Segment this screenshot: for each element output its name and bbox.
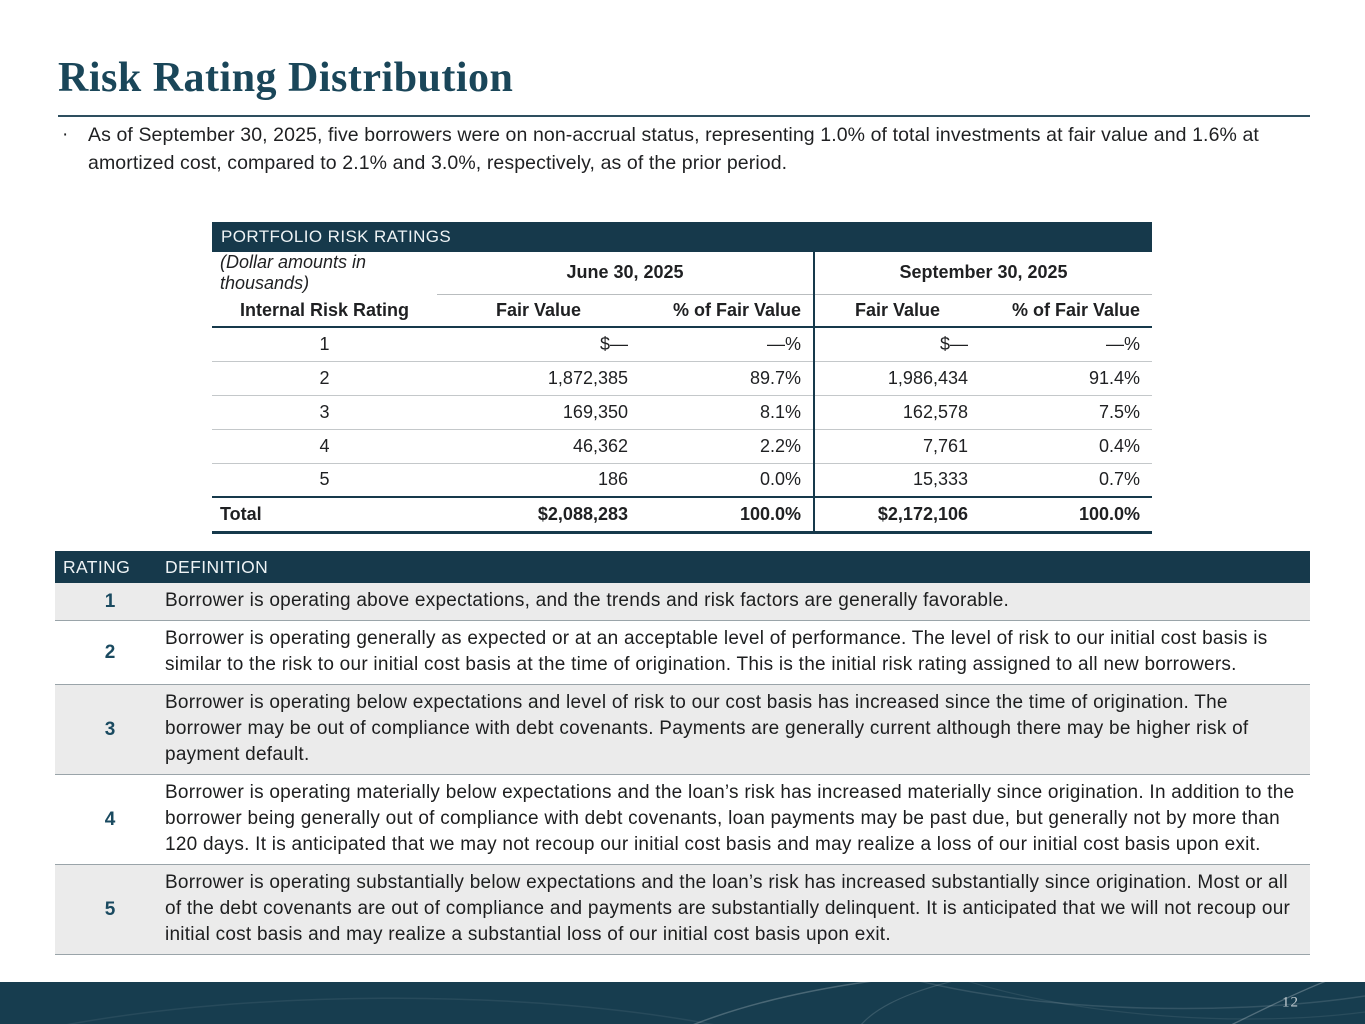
total-sep-pct: 100.0%	[980, 496, 1153, 534]
slide-footer: 12	[0, 982, 1365, 1024]
rating-cell: 4	[212, 429, 437, 464]
page-number: 12	[1282, 994, 1299, 1011]
june-pct-cell: —%	[640, 327, 814, 362]
sep-pct-cell: 0.4%	[980, 429, 1153, 464]
sep-pct-cell: —%	[980, 327, 1153, 362]
risk-table-row-1: 1 $— —% $— —%	[212, 327, 1153, 362]
period-september-header: September 30, 2025	[812, 252, 1153, 295]
sep-pct-cell: 0.7%	[980, 463, 1153, 498]
bullet-text: As of September 30, 2025, five borrowers…	[88, 124, 1259, 174]
june-pct-cell: 2.2%	[640, 429, 814, 464]
bullet-paragraph: · As of September 30, 2025, five borrowe…	[60, 121, 1275, 177]
definition-text: Borrower is operating substantially belo…	[165, 864, 1310, 955]
col-june-fair-value: Fair Value	[437, 294, 640, 328]
definition-row-1: 1 Borrower is operating above expectatio…	[55, 583, 1310, 621]
definition-row-2: 2 Borrower is operating generally as exp…	[55, 620, 1310, 685]
total-june-fair-value: $2,088,283	[437, 496, 640, 534]
rating-cell: 2	[212, 361, 437, 396]
june-fair-value-cell: 1,872,385	[437, 361, 640, 396]
risk-table-row-4: 4 46,362 2.2% 7,761 0.4%	[212, 429, 1153, 464]
sep-fair-value-cell: 15,333	[813, 463, 980, 498]
total-label: Total	[212, 496, 437, 534]
risk-table-title: PORTFOLIO RISK RATINGS	[212, 222, 1152, 252]
footer-arc-decoration	[66, 982, 1365, 1024]
sep-fair-value-cell: 162,578	[813, 395, 980, 430]
dollar-amounts-note: (Dollar amounts in thousands)	[220, 252, 367, 293]
definition-row-3: 3 Borrower is operating below expectatio…	[55, 684, 1310, 775]
total-june-pct: 100.0%	[640, 496, 814, 534]
definition-text: Borrower is operating materially below e…	[165, 774, 1310, 865]
portfolio-risk-ratings-table: PORTFOLIO RISK RATINGS (Dollar amounts i…	[212, 222, 1153, 534]
definition-rating: 3	[55, 684, 165, 775]
june-pct-cell: 89.7%	[640, 361, 814, 396]
risk-table-row-2: 2 1,872,385 89.7% 1,986,434 91.4%	[212, 361, 1153, 396]
definition-text: Borrower is operating below expectations…	[165, 684, 1310, 775]
title-divider	[58, 115, 1310, 117]
risk-table-period-row: (Dollar amounts in thousands) June 30, 2…	[212, 252, 1153, 295]
period-june-header: June 30, 2025	[437, 252, 814, 295]
rating-cell: 5	[212, 463, 437, 498]
june-pct-cell: 0.0%	[640, 463, 814, 498]
risk-table-row-5: 5 186 0.0% 15,333 0.7%	[212, 463, 1153, 498]
definitions-table: 1 Borrower is operating above expectatio…	[55, 583, 1310, 955]
sep-fair-value-cell: 1,986,434	[813, 361, 980, 396]
june-fair-value-cell: 169,350	[437, 395, 640, 430]
risk-table-total-row: Total $2,088,283 100.0% $2,172,106 100.0…	[212, 496, 1153, 534]
sep-fair-value-cell: $—	[813, 327, 980, 362]
risk-table-column-headers: Internal Risk Rating Fair Value % of Fai…	[212, 294, 1153, 328]
definition-text: Borrower is operating generally as expec…	[165, 620, 1310, 685]
rating-cell: 3	[212, 395, 437, 430]
definition-rating: 2	[55, 620, 165, 685]
definition-text: Borrower is operating above expectations…	[165, 583, 1310, 621]
june-fair-value-cell: $—	[437, 327, 640, 362]
june-fair-value-cell: 46,362	[437, 429, 640, 464]
rating-definitions-table: RATING DEFINITION 1 Borrower is operatin…	[55, 551, 1310, 955]
col-june-pct-fair-value: % of Fair Value	[640, 294, 814, 328]
june-fair-value-cell: 186	[437, 463, 640, 498]
definition-row-5: 5 Borrower is operating substantially be…	[55, 864, 1310, 955]
sep-pct-cell: 7.5%	[980, 395, 1153, 430]
definition-rating: 5	[55, 864, 165, 955]
june-pct-cell: 8.1%	[640, 395, 814, 430]
definition-rating: 4	[55, 774, 165, 865]
definition-row-4: 4 Borrower is operating materially below…	[55, 774, 1310, 865]
col-sep-fair-value: Fair Value	[813, 294, 980, 328]
risk-table-row-3: 3 169,350 8.1% 162,578 7.5%	[212, 395, 1153, 430]
sep-pct-cell: 91.4%	[980, 361, 1153, 396]
definitions-header-row: RATING DEFINITION	[55, 551, 1310, 583]
definitions-col-rating: RATING	[63, 556, 131, 577]
col-sep-pct-fair-value: % of Fair Value	[980, 294, 1153, 328]
page-title: Risk Rating Distribution	[58, 55, 514, 101]
definitions-col-definition: DEFINITION	[165, 556, 269, 577]
total-sep-fair-value: $2,172,106	[813, 496, 980, 534]
bullet-icon: ·	[62, 124, 69, 145]
risk-table: (Dollar amounts in thousands) June 30, 2…	[212, 252, 1153, 534]
sep-fair-value-cell: 7,761	[813, 429, 980, 464]
definition-rating: 1	[55, 583, 165, 621]
rating-cell: 1	[212, 327, 437, 362]
col-internal-risk-rating: Internal Risk Rating	[212, 294, 437, 328]
